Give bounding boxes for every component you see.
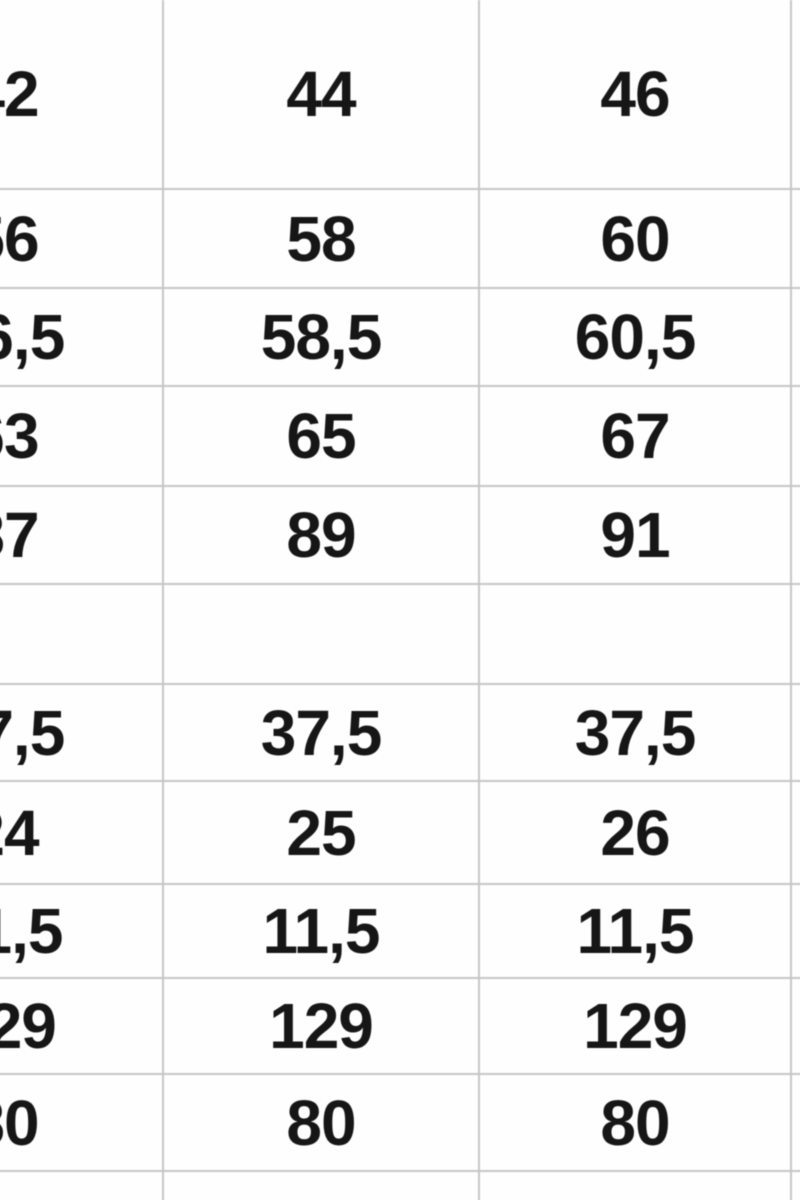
empty-table-cell xyxy=(164,1172,478,1200)
empty-table-cell xyxy=(480,1172,790,1200)
table-cell-cut xyxy=(792,190,800,287)
table-cell: 26 xyxy=(480,782,790,883)
header-cell-cut xyxy=(792,0,800,188)
table-cell: 60,5 xyxy=(480,289,790,385)
table-cell: 129 xyxy=(480,979,790,1073)
table-cell: 91 xyxy=(480,487,790,583)
table-cell-cut xyxy=(792,487,800,583)
table-cell: 37,5 xyxy=(480,685,790,780)
table-cell: 37,5 xyxy=(164,685,478,780)
empty-table-cell xyxy=(0,1172,162,1200)
table-cell: 58,5 xyxy=(164,289,478,385)
table-cell: 11,5 xyxy=(0,885,162,977)
table-cell-cut xyxy=(792,585,800,683)
table-cell: 65 xyxy=(164,387,478,485)
table-cell: 80 xyxy=(164,1075,478,1170)
table-cell: 87 xyxy=(0,487,162,583)
table-cell: 56 xyxy=(0,190,162,287)
table-cell: 11,5 xyxy=(480,885,790,977)
header-cell-size-46: 46 xyxy=(480,0,790,188)
table-cell: 129 xyxy=(164,979,478,1073)
empty-table-cell xyxy=(480,585,790,683)
table-cell-cut xyxy=(792,1075,800,1170)
table-cell: 89 xyxy=(164,487,478,583)
table-cell: 37,5 xyxy=(0,685,162,780)
table-cell: 25 xyxy=(164,782,478,883)
table-cell: 56,5 xyxy=(0,289,162,385)
table-cell-cut xyxy=(792,1172,800,1200)
table-cell-cut xyxy=(792,885,800,977)
table-cell-cut xyxy=(792,387,800,485)
table-cell: 80 xyxy=(480,1075,790,1170)
header-cell-size-42: 42 xyxy=(0,0,162,188)
header-cell-size-44: 44 xyxy=(164,0,478,188)
table-cell-cut xyxy=(792,685,800,780)
empty-table-cell xyxy=(164,585,478,683)
table-cell-cut xyxy=(792,979,800,1073)
table-cell: 58 xyxy=(164,190,478,287)
table-cell: 63 xyxy=(0,387,162,485)
empty-table-cell xyxy=(0,585,162,683)
table-cell: 60 xyxy=(480,190,790,287)
table-cell: 24 xyxy=(0,782,162,883)
table-cell: 11,5 xyxy=(164,885,478,977)
table-cell-cut xyxy=(792,782,800,883)
table-cell: 80 xyxy=(0,1075,162,1170)
table-cell: 129 xyxy=(0,979,162,1073)
table-cell-cut xyxy=(792,289,800,385)
table-cell: 67 xyxy=(480,387,790,485)
